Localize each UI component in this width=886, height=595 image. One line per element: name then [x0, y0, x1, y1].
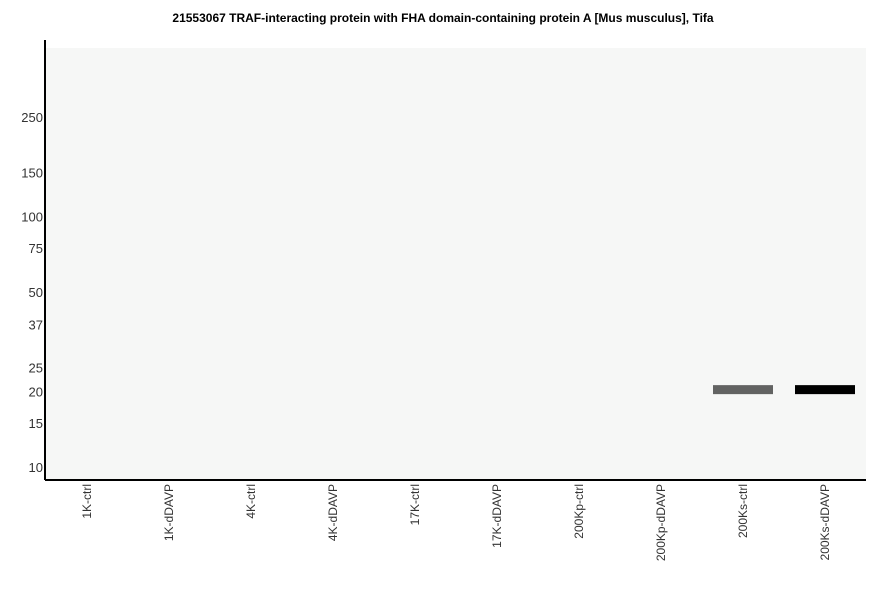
plot-area	[46, 48, 866, 480]
lane-label: 200Ks-ctrl	[736, 484, 750, 538]
y-tick-label: 100	[21, 210, 43, 225]
lane-label: 1K-dDAVP	[162, 484, 176, 541]
lane-label: 200Kp-ctrl	[572, 484, 586, 539]
band	[795, 385, 855, 395]
lane-label: 200Kp-dDAVP	[654, 484, 668, 561]
y-tick-label: 15	[29, 416, 43, 431]
y-ticks-layer: 250 150 100 75 50 37 25 20 15 10	[21, 110, 43, 475]
y-tick-label: 250	[21, 110, 43, 125]
lane-label: 4K-dDAVP	[326, 484, 340, 541]
y-tick-label: 25	[29, 360, 43, 375]
lane-label: 200Ks-dDAVP	[818, 484, 832, 560]
y-tick-label: 20	[29, 385, 43, 400]
lane-label: 17K-ctrl	[408, 484, 422, 525]
y-tick-label: 50	[29, 285, 43, 300]
y-tick-label: 10	[29, 460, 43, 475]
y-tick-label: 75	[29, 241, 43, 256]
band	[713, 385, 773, 395]
lane-label: 1K-ctrl	[80, 484, 94, 519]
y-tick-label: 37	[29, 318, 43, 333]
y-tick-label: 150	[21, 166, 43, 181]
chart-title: 21553067 TRAF-interacting protein with F…	[172, 11, 714, 25]
lane-labels-layer: 1K-ctrl 1K-dDAVP 4K-ctrl 4K-dDAVP 17K-ctrl 17…	[80, 484, 832, 561]
lane-label: 4K-ctrl	[244, 484, 258, 519]
bands-layer	[713, 385, 855, 395]
lane-label: 17K-dDAVP	[490, 484, 504, 548]
